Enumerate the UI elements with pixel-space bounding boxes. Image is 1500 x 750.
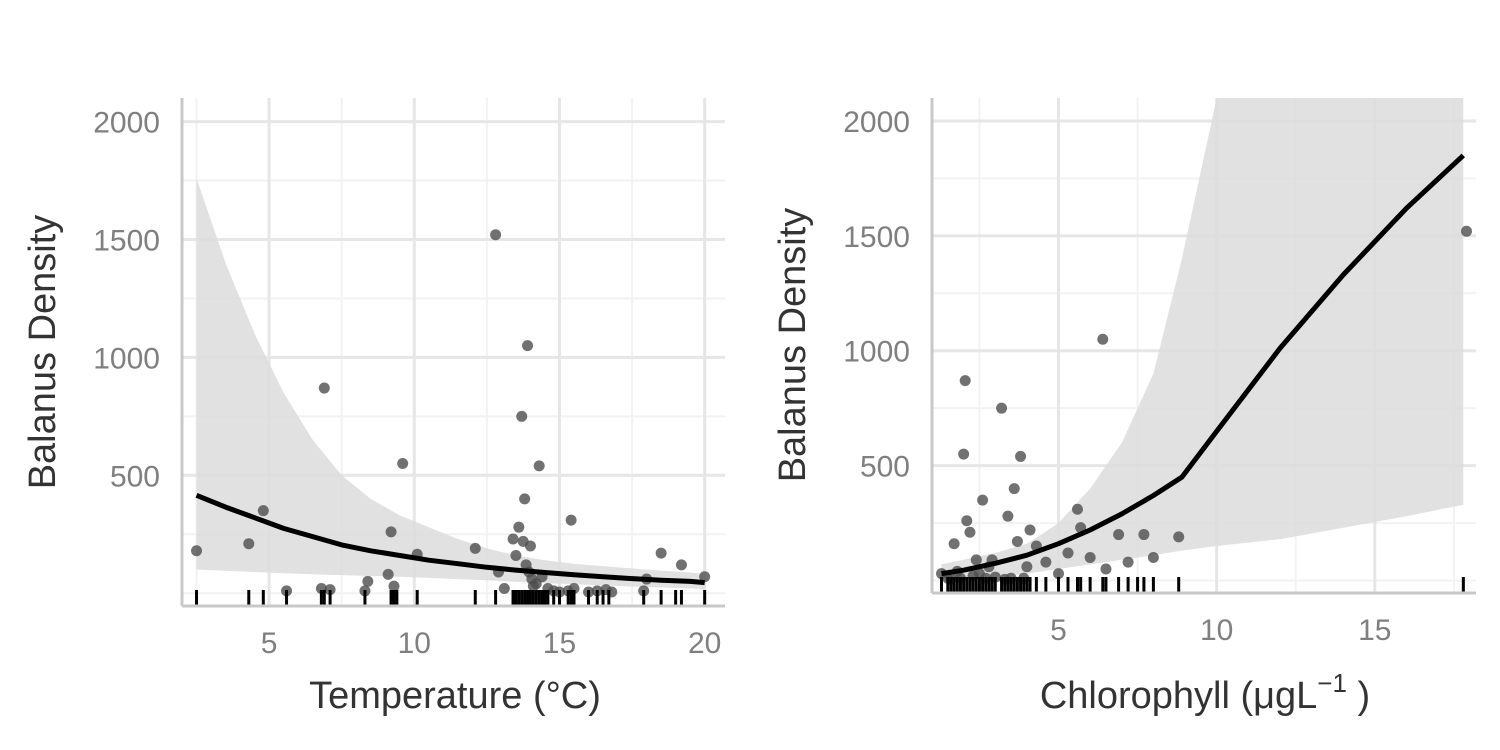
x-axis-title-main: Chlorophyll (μgL (1040, 675, 1317, 717)
y-axis-title: Balanus Density (22, 215, 64, 490)
data-point (382, 568, 394, 580)
x-tick-label: 5 (261, 627, 278, 660)
rug-marks (939, 577, 1465, 592)
x-tick-label: 10 (1200, 614, 1233, 647)
x-tick-label: 15 (543, 627, 576, 660)
data-point (519, 493, 531, 505)
fit-curve (941, 153, 1466, 577)
fit-line (941, 153, 1466, 577)
confidence-band (941, 98, 1464, 581)
axis-lines (180, 98, 725, 608)
y-tick-label: 1000 (93, 342, 160, 375)
data-point (1071, 503, 1083, 515)
data-point (1053, 568, 1065, 580)
data-point (1011, 535, 1023, 547)
data-point (1138, 529, 1150, 541)
x-tick-labels: 5 10 15 20 (261, 627, 722, 660)
data-point (510, 549, 522, 561)
y-tick-label: 1000 (843, 336, 910, 369)
x-axis-title-suffix: ) (1347, 675, 1370, 717)
data-point (191, 545, 203, 557)
data-point (1008, 483, 1020, 495)
data-point (1062, 547, 1074, 559)
data-point (513, 521, 525, 533)
data-point (1024, 524, 1036, 536)
data-point (1122, 556, 1134, 568)
data-point (964, 526, 976, 538)
data-point (1100, 563, 1112, 575)
data-point (388, 580, 400, 592)
data-point (675, 559, 687, 571)
confidence-ribbon (196, 178, 705, 589)
data-point (948, 538, 960, 550)
data-point (970, 554, 982, 566)
data-point (469, 542, 481, 554)
data-point (522, 340, 534, 352)
data-point (1021, 561, 1033, 573)
data-point (1084, 552, 1096, 564)
rug-marks (195, 590, 707, 605)
data-point (959, 375, 971, 387)
y-tick-labels: 500 1000 1500 2000 (93, 107, 160, 494)
y-tick-label: 1500 (93, 224, 160, 257)
data-point (498, 582, 510, 594)
data-point (655, 547, 667, 559)
data-point (362, 575, 374, 587)
data-point (699, 571, 711, 583)
y-tick-label: 2000 (843, 106, 910, 139)
data-point (490, 229, 502, 241)
x-tick-labels: 5 10 15 (1050, 614, 1391, 647)
data-point (1113, 529, 1125, 541)
x-tick-label: 5 (1050, 614, 1067, 647)
data-point (516, 410, 528, 422)
data-point (1461, 225, 1473, 237)
data-point (1097, 333, 1109, 345)
x-axis-title-superscript: −1 (1317, 668, 1347, 698)
data-point (1002, 510, 1014, 522)
y-tick-label: 1500 (843, 221, 910, 254)
x-axis-title: Temperature (°C) (309, 675, 601, 717)
axis-lines (930, 98, 1476, 595)
y-axis-title: Balanus Density (772, 208, 814, 483)
data-point (996, 402, 1008, 414)
x-tick-label: 10 (398, 627, 431, 660)
data-point (243, 538, 255, 550)
x-tick-label: 20 (688, 627, 721, 660)
data-point (397, 458, 409, 470)
confidence-ribbon (941, 98, 1464, 581)
chlorophyll-panel: 5 10 15 500 1000 1500 2000 Chlorophyll (μgL−1… (772, 98, 1476, 717)
y-tick-label: 2000 (93, 107, 160, 140)
data-point (257, 505, 269, 517)
data-point (318, 382, 330, 394)
data-point (1015, 450, 1027, 462)
temperature-panel: 5 10 15 20 500 1000 1500 2000 Temperature (°C)… (22, 98, 725, 717)
data-point (565, 514, 577, 526)
y-tick-label: 500 (110, 460, 160, 493)
data-point (977, 494, 989, 506)
data-point (961, 515, 973, 527)
x-tick-label: 15 (1358, 614, 1391, 647)
data-point (533, 460, 545, 472)
data-point (1040, 556, 1052, 568)
y-tick-labels: 500 1000 1500 2000 (843, 106, 910, 484)
data-point (524, 540, 536, 552)
x-axis-title: Chlorophyll (μgL−1 ) (1040, 668, 1370, 717)
data-point (1147, 552, 1159, 564)
data-point (385, 526, 397, 538)
y-tick-label: 500 (860, 451, 910, 484)
confidence-band (196, 178, 705, 589)
fit-curve (195, 492, 705, 586)
data-point (507, 533, 519, 545)
data-point (1173, 531, 1185, 543)
data-point (958, 448, 970, 460)
fit-line (195, 492, 705, 586)
data-point (324, 584, 336, 596)
